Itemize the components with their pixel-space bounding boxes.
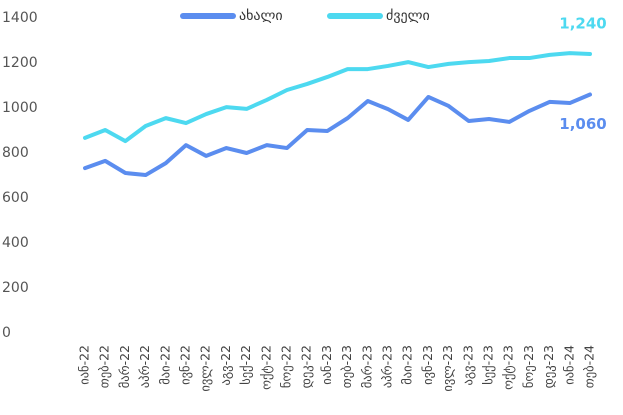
x-tick-label: იან-24	[561, 345, 576, 385]
y-tick-label: 0	[2, 325, 11, 341]
x-tick-label: ნოე-22	[279, 345, 294, 388]
x-tick-label: მაი-23	[400, 345, 415, 385]
legend-label: ძველი	[386, 8, 430, 24]
x-tick-label: ივლ-22	[198, 345, 213, 392]
value-label: 1,060	[559, 115, 606, 133]
x-tick-label: თებ-24	[582, 345, 597, 388]
x-tick-label: იან-23	[319, 345, 334, 385]
x-tick-label: ოქტ-23	[501, 345, 516, 390]
x-tick-label: სექ-23	[481, 345, 496, 385]
y-tick-label: 1200	[2, 55, 38, 71]
x-tick-label: მაი-22	[157, 345, 172, 385]
x-tick-label: დეკ-23	[541, 345, 556, 388]
y-tick-label: 200	[2, 280, 29, 296]
x-tick-label: დეკ-22	[299, 345, 314, 388]
line-series	[83, 51, 592, 144]
x-tick-label: ოქტ-22	[258, 345, 273, 390]
x-tick-label: მარ-23	[359, 345, 374, 388]
x-tick-label: ივნ-22	[178, 345, 193, 385]
x-tick-label: იან-22	[77, 345, 92, 385]
legend-label: ახალი	[239, 8, 283, 24]
y-tick-label: 800	[2, 145, 29, 161]
y-tick-label: 1400	[2, 10, 38, 26]
y-tick-label: 400	[2, 235, 29, 251]
x-tick-label: თებ-23	[339, 345, 354, 388]
x-tick-label: ნოე-23	[521, 345, 536, 388]
x-tick-label: თებ-22	[97, 345, 112, 388]
value-label: 1,240	[559, 15, 606, 33]
y-tick-label: 600	[2, 190, 29, 206]
x-tick-label: ივლ-23	[440, 345, 455, 392]
x-tick-label: აპრ-22	[137, 345, 152, 388]
x-tick-label: აგვ-22	[218, 345, 233, 385]
x-tick-label: ივნ-23	[420, 345, 435, 385]
x-tick-label: აგვ-23	[460, 345, 475, 385]
x-tick-label: მარ-22	[117, 345, 132, 388]
y-tick-label: 1000	[2, 100, 38, 116]
x-tick-label: სექ-22	[238, 345, 253, 385]
x-tick-label: აპრ-23	[380, 345, 395, 388]
line-series	[83, 92, 592, 178]
